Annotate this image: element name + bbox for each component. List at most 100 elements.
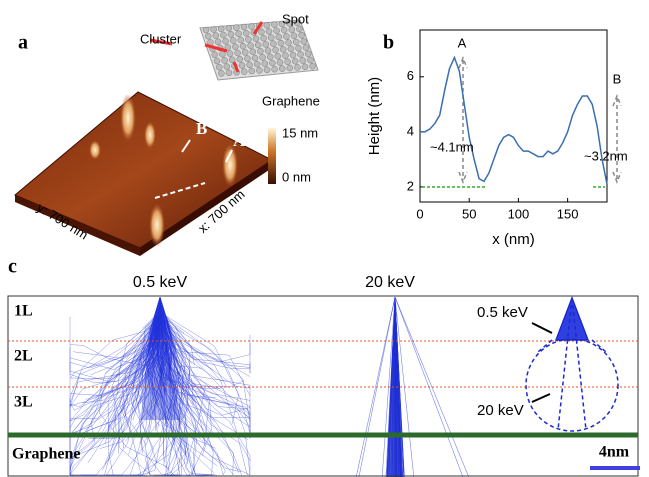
y-tick-label: 6	[407, 68, 414, 83]
atom	[249, 68, 255, 74]
atom	[250, 49, 256, 55]
y-tick-label: 2	[407, 178, 414, 193]
atom	[266, 28, 272, 34]
atom	[307, 57, 313, 63]
atom	[286, 40, 292, 46]
atom	[291, 33, 297, 39]
atom	[285, 59, 291, 65]
atom	[248, 43, 254, 49]
atom	[214, 58, 220, 64]
atom	[223, 38, 229, 44]
atom	[224, 64, 230, 70]
atom	[226, 25, 232, 31]
atom	[262, 61, 268, 67]
layer-label: Graphene	[12, 446, 80, 463]
label: Cluster	[140, 31, 182, 46]
atom	[273, 47, 279, 53]
atom	[244, 56, 250, 62]
atom	[303, 45, 309, 51]
atom	[299, 32, 305, 38]
marker: A	[233, 131, 246, 150]
atom	[238, 37, 244, 43]
atom	[270, 41, 276, 47]
layer-label: 3L	[14, 394, 33, 411]
atom	[218, 26, 224, 32]
plot-frame	[420, 30, 607, 202]
panel-label: a	[18, 32, 28, 54]
energy-label: 20 keV	[365, 274, 415, 291]
atom	[276, 34, 282, 40]
atom	[257, 48, 263, 54]
atom	[300, 58, 306, 64]
label: Spot	[282, 11, 309, 26]
atom	[233, 25, 239, 31]
inset-label: 20 keV	[477, 402, 524, 419]
atom	[222, 57, 228, 63]
atom	[243, 30, 249, 36]
atom	[256, 67, 262, 73]
atom	[274, 28, 280, 34]
atom	[228, 31, 234, 37]
atom	[269, 60, 275, 66]
atom	[280, 46, 286, 52]
atom	[258, 29, 264, 35]
label: Graphene	[262, 93, 320, 108]
x-tick-label: 50	[462, 206, 476, 221]
atom	[275, 53, 281, 59]
atom	[213, 33, 219, 39]
atom	[241, 24, 247, 30]
atom	[298, 51, 304, 57]
atom	[287, 65, 293, 71]
atom	[237, 56, 243, 62]
energy-label: 0.5 keV	[133, 274, 188, 291]
layer-label: 2L	[14, 348, 33, 365]
atom	[219, 51, 225, 57]
scale-bar	[590, 466, 640, 470]
atom	[271, 22, 277, 28]
atom	[215, 39, 221, 45]
atom	[255, 42, 261, 48]
atom	[293, 39, 299, 45]
frame	[8, 296, 638, 476]
atom	[249, 23, 255, 29]
atom	[310, 63, 316, 69]
atom	[218, 70, 224, 76]
atom	[235, 50, 241, 56]
line	[420, 58, 607, 185]
atom	[241, 69, 247, 75]
atom	[279, 66, 285, 72]
atom	[239, 62, 245, 68]
scale-label: 4nm	[599, 444, 630, 461]
x-tick-label: 150	[557, 206, 579, 221]
atom	[277, 59, 283, 65]
atom	[294, 64, 300, 70]
marker: B	[196, 119, 207, 138]
atom	[290, 52, 296, 58]
annotation: ~3.2nm	[584, 148, 628, 163]
atom	[253, 36, 259, 42]
colorbar	[268, 128, 276, 184]
graphene-sketch	[150, 20, 318, 80]
atom	[227, 51, 233, 57]
atom	[295, 45, 301, 51]
atom	[264, 22, 270, 28]
annotation: ~4.1nm	[430, 139, 474, 154]
atom	[260, 54, 266, 60]
atom	[220, 32, 226, 38]
atom	[205, 33, 211, 39]
panel-label: b	[383, 32, 394, 54]
annotation: B	[613, 71, 622, 86]
atom	[203, 27, 209, 33]
panel-label: c	[8, 256, 17, 278]
atom	[278, 40, 284, 46]
atom	[263, 41, 269, 47]
annotation: A	[458, 35, 467, 50]
atom	[288, 46, 294, 52]
inset-label: 0.5 keV	[477, 304, 528, 321]
colorbar-label: 15 nm	[282, 125, 318, 140]
atom	[247, 62, 253, 68]
atom	[254, 61, 260, 67]
atom	[216, 64, 222, 70]
atom	[292, 58, 298, 64]
atom	[267, 54, 273, 60]
